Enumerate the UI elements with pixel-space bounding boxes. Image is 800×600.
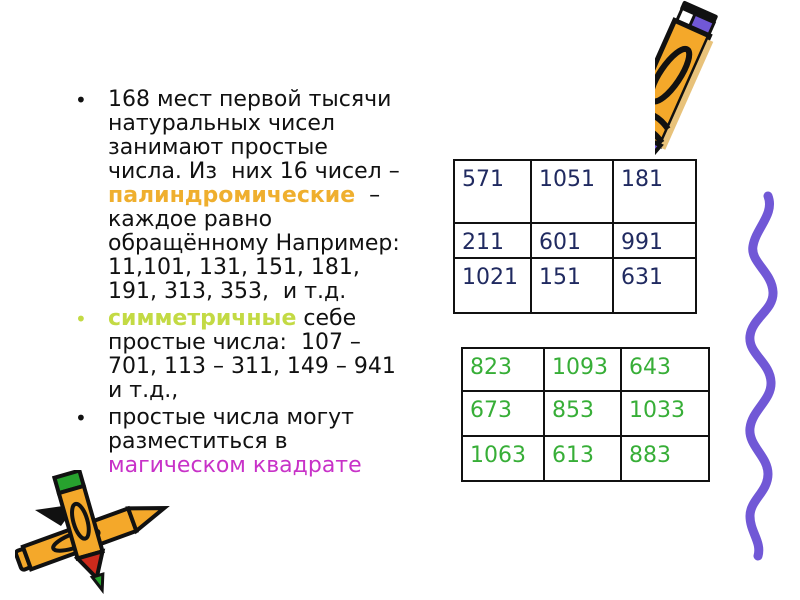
text-line: симметричные себе (108, 307, 396, 331)
table-row: 571 1051 181 (453, 159, 697, 224)
palindromic-primes-table: 571 1051 181 211 601 991 1021 151 631 (453, 159, 697, 314)
table-row: 673 853 1033 (461, 390, 710, 437)
text-line: палиндромические – (108, 184, 400, 208)
bullet-magic-square: • простые числа могут разместиться в маг… (62, 406, 452, 478)
table-cell: 883 (620, 435, 710, 482)
crayon-pencil-icon (622, 0, 800, 210)
bullet-palindromic-primes: • 168 мест первой тысячи натуральных чис… (62, 88, 452, 304)
highlight-symmetric-word: симметричные (108, 306, 297, 331)
table-cell: 1033 (620, 390, 710, 437)
table-cell: 1021 (453, 257, 532, 314)
highlight-palindromic-word: палиндромические (108, 183, 356, 208)
table-cell: 613 (543, 435, 622, 482)
text-line: каждое равно (108, 207, 273, 232)
text-line: и т.д., (108, 378, 179, 403)
table-cell: 1063 (461, 435, 545, 482)
text-line: обращённому Например: (108, 231, 400, 256)
table-cell: 181 (612, 159, 697, 224)
purple-scribble-line-icon (730, 185, 800, 570)
crossed-crayons-icon (13, 468, 195, 595)
text-line: простые числа: 107 – (108, 330, 361, 355)
text-line: 701, 113 – 311, 149 – 941 (108, 354, 396, 379)
table-row: 211 601 991 (453, 222, 697, 259)
text-line: числа. Из них 16 чисел – (108, 159, 400, 184)
table-cell: 151 (530, 257, 614, 314)
table-cell: 853 (543, 390, 622, 437)
bullet-content: симметричные себе простые числа: 107 – 7… (108, 307, 396, 403)
text-line: 11,101, 131, 151, 181, (108, 255, 360, 280)
table-cell: 643 (620, 347, 710, 392)
table-row: 823 1093 643 (461, 347, 710, 392)
slide-text-block: • 168 мест первой тысячи натуральных чис… (62, 88, 452, 481)
text-line: занимают простые (108, 135, 328, 160)
text-line: простые числа могут (108, 405, 354, 430)
text-line: – (355, 183, 381, 208)
table-cell: 1051 (530, 159, 614, 224)
table-cell: 571 (453, 159, 532, 224)
table-cell: 211 (453, 222, 532, 259)
bullet-symmetric-primes: • симметричные себе простые числа: 107 –… (62, 307, 452, 403)
text-line: разместиться в (108, 429, 288, 454)
table-cell: 991 (612, 222, 697, 259)
table-cell: 601 (530, 222, 614, 259)
table-row: 1021 151 631 (453, 257, 697, 314)
table-row: 1063 613 883 (461, 435, 710, 482)
magic-square-table: 823 1093 643 673 853 1033 1063 613 883 (461, 347, 710, 482)
bullet-marker: • (75, 88, 87, 112)
bullet-marker: • (75, 307, 87, 331)
bullet-content: простые числа могут разместиться в магич… (108, 406, 362, 478)
text-line: 191, 313, 353, и т.д. (108, 279, 347, 304)
table-cell: 673 (461, 390, 545, 437)
text-line: 168 мест первой тысячи (108, 87, 392, 112)
bullet-content: 168 мест первой тысячи натуральных чисел… (108, 88, 400, 304)
text-line: натуральных чисел (108, 111, 335, 136)
bullet-marker: • (75, 406, 87, 430)
text-line: себе (296, 306, 357, 331)
highlight-magic-square-words: магическом квадрате (108, 453, 362, 478)
table-cell: 1093 (543, 347, 622, 392)
table-cell: 823 (461, 347, 545, 392)
table-cell: 631 (612, 257, 697, 314)
